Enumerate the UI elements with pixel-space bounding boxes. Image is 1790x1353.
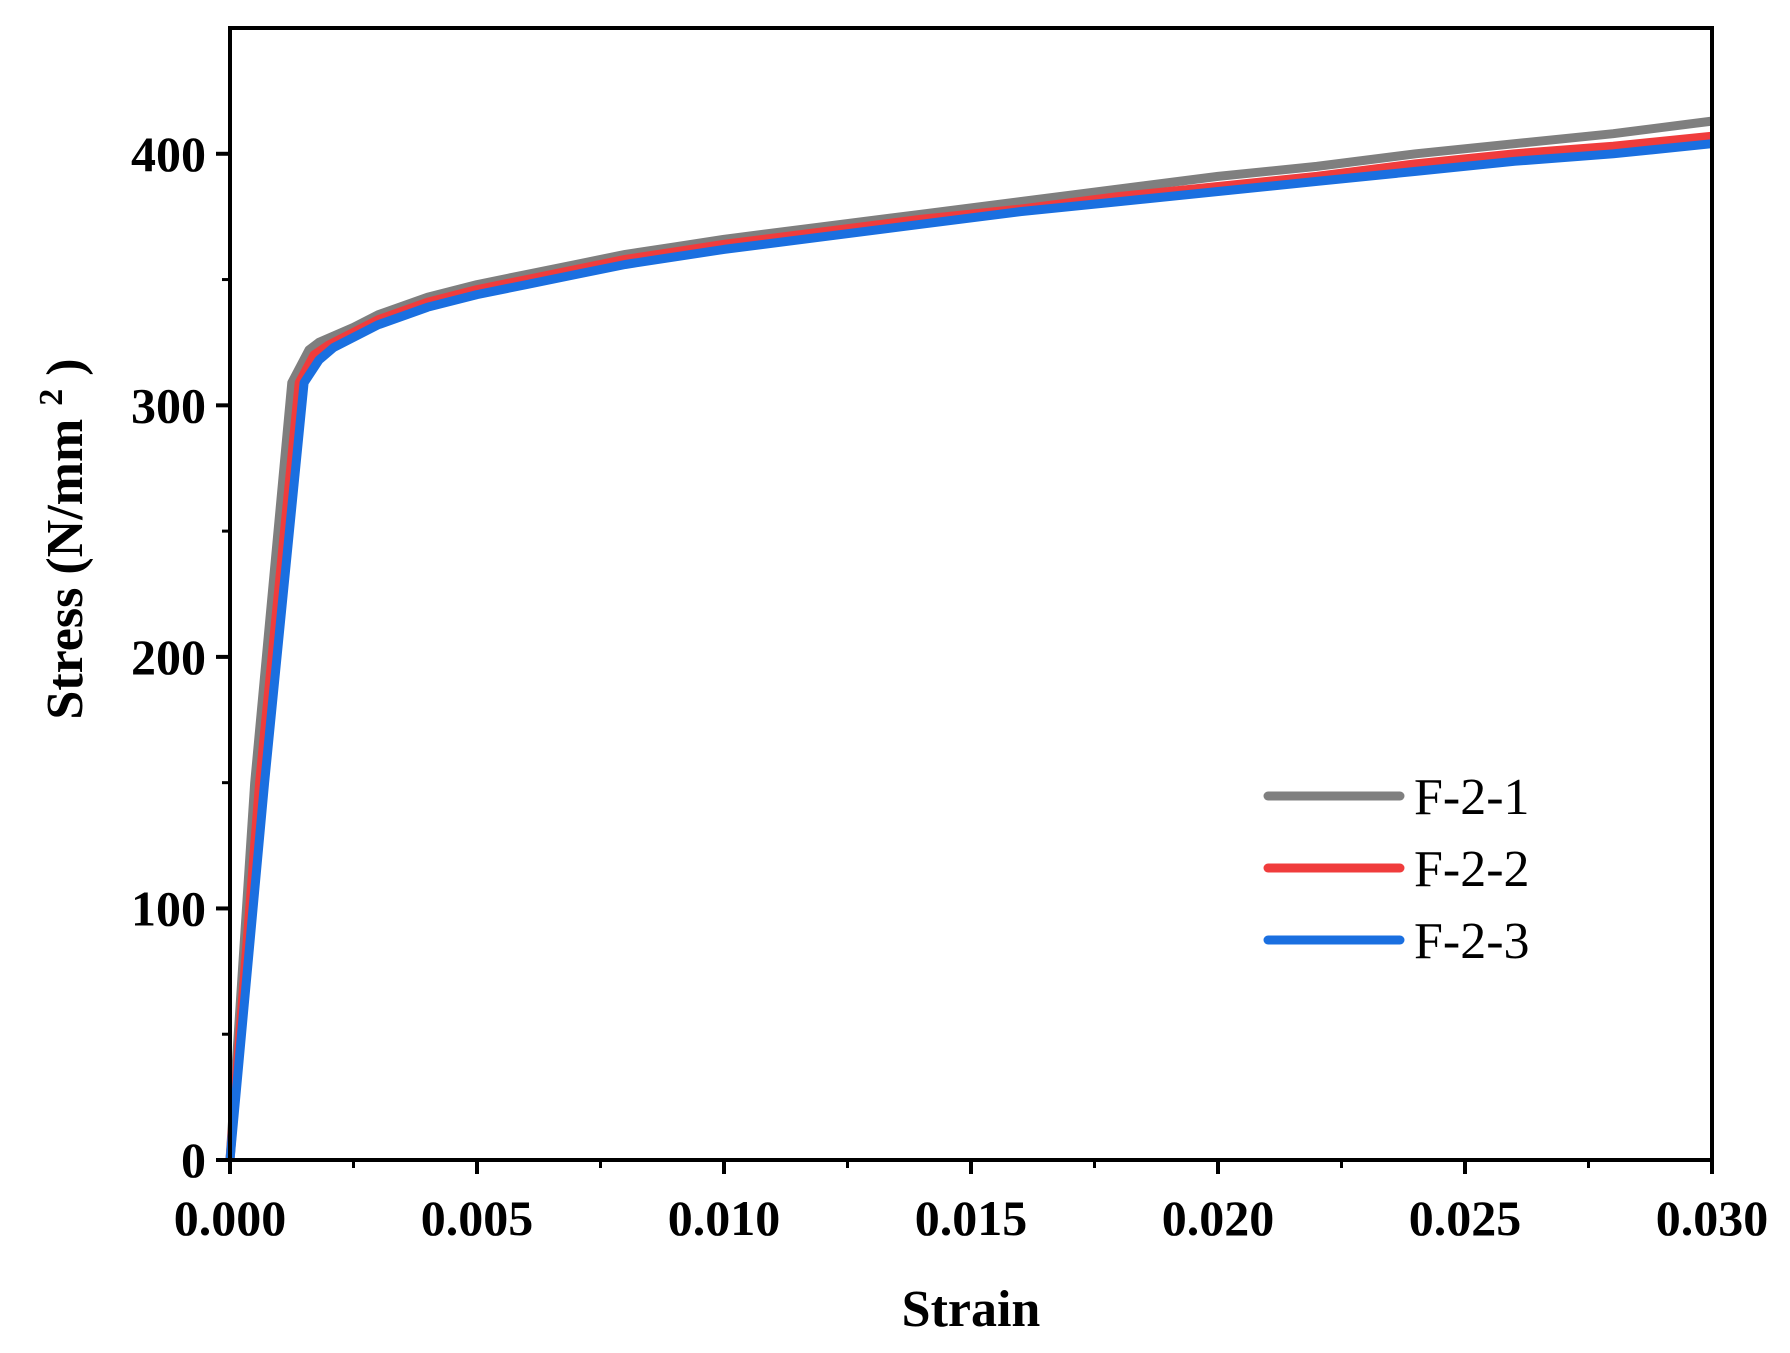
x-tick-label: 0.020 (1162, 1190, 1275, 1246)
x-tick-label: 0.010 (668, 1190, 781, 1246)
x-tick-label: 0.000 (174, 1190, 287, 1246)
y-axis-title-close: ) (37, 358, 94, 375)
y-tick-label: 100 (131, 880, 206, 936)
legend-label-F-2-1: F-2-1 (1414, 769, 1530, 826)
series-line-F-2-2 (225, 131, 1713, 1161)
series-layer (225, 116, 1713, 1161)
x-tick-label: 0.025 (1409, 1190, 1522, 1246)
y-tick-label: 400 (131, 126, 206, 182)
x-axis-title: Strain (902, 1281, 1041, 1338)
legend-label-F-2-2: F-2-2 (1414, 841, 1530, 898)
plot-frame (228, 26, 1714, 1162)
x-tick-label: 0.030 (1656, 1190, 1769, 1246)
series-line-F-2-1 (225, 116, 1713, 1161)
y-tick-label: 0 (181, 1132, 206, 1188)
x-tick-label: 0.015 (915, 1190, 1028, 1246)
legend: F-2-1 F-2-2 F-2-3 (1263, 769, 1530, 970)
y-axis-title-superscript: 2 (33, 389, 70, 406)
y-axis-title-main: Stress (N/mm (37, 419, 94, 720)
legend-label-F-2-3: F-2-3 (1414, 913, 1530, 970)
y-axis-title: Stress (N/mm 2 ) (17, 358, 94, 719)
y-axis: 0 100 200 300 400 (131, 126, 230, 1188)
x-axis: 0.000 0.005 0.010 0.015 0.020 0.025 0.030 (174, 1160, 1769, 1246)
series-line-F-2-3 (225, 139, 1713, 1161)
y-tick-label: 200 (131, 629, 206, 685)
y-tick-label: 300 (131, 377, 206, 433)
x-tick-label: 0.005 (421, 1190, 534, 1246)
